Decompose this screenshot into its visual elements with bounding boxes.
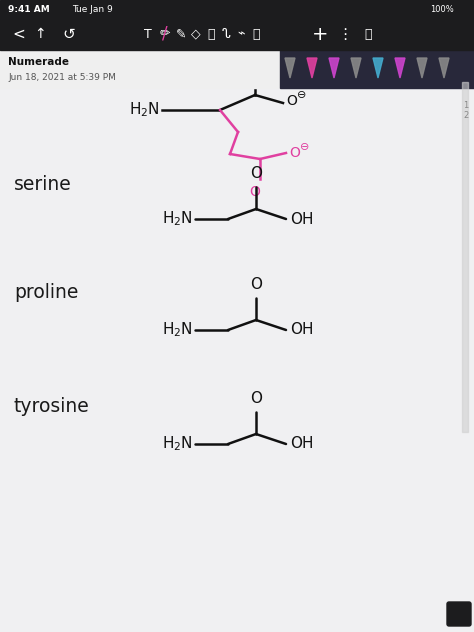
Text: O: O [250, 277, 262, 292]
Text: 9:41 AM: 9:41 AM [8, 6, 50, 15]
Text: /: / [162, 25, 168, 43]
Text: ⋮: ⋮ [337, 27, 353, 42]
Text: Numerade: Numerade [8, 57, 69, 67]
Text: O: O [250, 391, 262, 406]
Polygon shape [285, 58, 295, 78]
Text: ⌁: ⌁ [237, 28, 245, 40]
Polygon shape [395, 58, 405, 78]
Text: H$_2$N: H$_2$N [162, 210, 193, 228]
Text: ◇: ◇ [191, 28, 201, 40]
FancyBboxPatch shape [447, 602, 471, 626]
Text: +: + [312, 25, 328, 44]
Text: ↺: ↺ [62, 27, 75, 42]
Text: OH: OH [290, 322, 313, 337]
Polygon shape [417, 58, 427, 78]
Text: T: T [144, 28, 152, 40]
Text: ⊖: ⊖ [300, 142, 310, 152]
Polygon shape [351, 58, 361, 78]
Text: ⊖: ⊖ [297, 90, 306, 100]
Text: 1: 1 [464, 101, 469, 110]
Bar [0, 88, 474, 632]
Text: ⌾: ⌾ [207, 28, 215, 40]
Text: OH: OH [290, 437, 313, 451]
Text: OH: OH [290, 212, 313, 226]
Text: proline: proline [14, 283, 78, 301]
Text: Tue Jan 9: Tue Jan 9 [72, 6, 113, 15]
Text: ✎: ✎ [176, 28, 186, 40]
Text: H$_2$N: H$_2$N [162, 435, 193, 453]
Bar [0, 50, 280, 88]
Text: H$_2$N: H$_2$N [162, 320, 193, 339]
Bar [0, 0, 474, 50]
Text: O: O [250, 166, 262, 181]
Text: O: O [286, 94, 297, 108]
Text: O: O [249, 53, 261, 68]
Text: tyrosine: tyrosine [14, 398, 90, 416]
Polygon shape [373, 58, 383, 78]
Text: serine: serine [14, 174, 72, 193]
Text: ✏: ✏ [160, 28, 170, 40]
Text: ᔐ: ᔐ [221, 28, 230, 40]
Text: 🎤: 🎤 [252, 28, 260, 40]
Text: ↑: ↑ [34, 27, 46, 41]
Text: 2: 2 [464, 111, 469, 120]
Bar [462, 82, 468, 432]
Text: <: < [12, 27, 25, 42]
Text: O: O [250, 185, 260, 199]
Text: ⬜: ⬜ [364, 28, 372, 40]
Polygon shape [439, 58, 449, 78]
Polygon shape [307, 58, 317, 78]
Text: 100%: 100% [430, 6, 454, 15]
Text: H$_2$N: H$_2$N [129, 100, 160, 119]
Bar [280, 50, 474, 88]
Text: Jun 18, 2021 at 5:39 PM: Jun 18, 2021 at 5:39 PM [8, 73, 116, 82]
Text: glutamic acid: glutamic acid [14, 44, 140, 63]
Text: O: O [289, 146, 300, 160]
Polygon shape [329, 58, 339, 78]
